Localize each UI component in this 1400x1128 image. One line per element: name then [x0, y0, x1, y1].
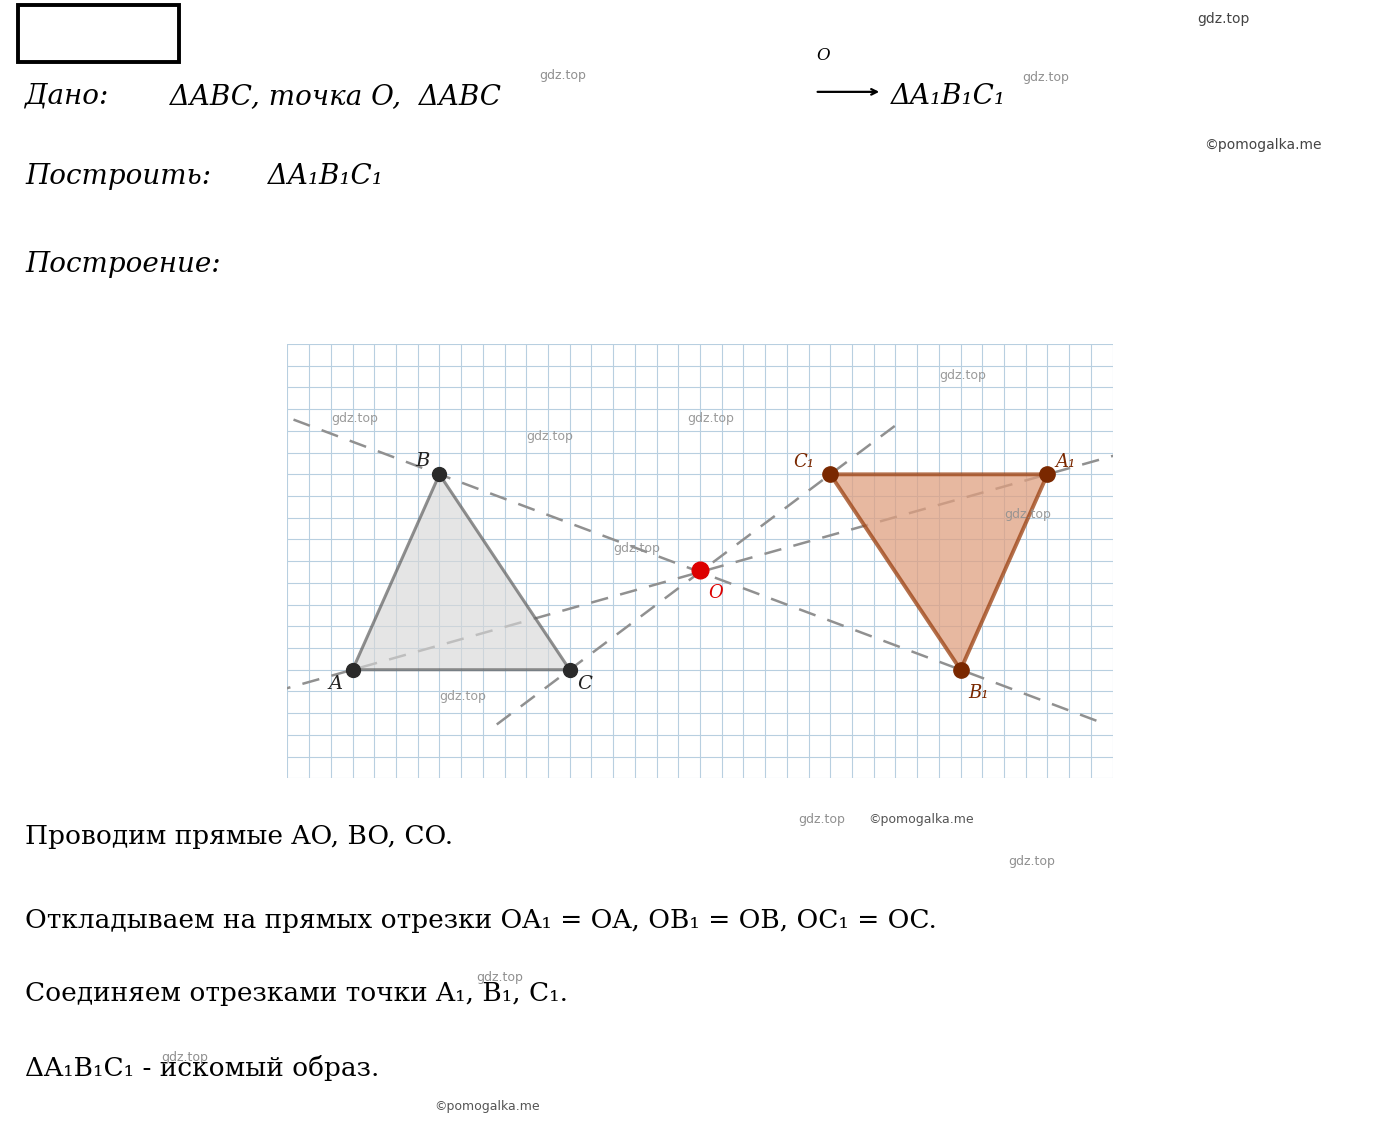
Text: Соединяем отрезками точки A₁, B₁, C₁.: Соединяем отрезками точки A₁, B₁, C₁. — [25, 981, 568, 1006]
FancyBboxPatch shape — [18, 6, 179, 62]
Text: gdz.top: gdz.top — [1022, 71, 1068, 83]
Text: B₁: B₁ — [969, 684, 988, 702]
Text: gdz.top: gdz.top — [476, 970, 522, 984]
Text: Проводим прямые AO, BO, CO.: Проводим прямые AO, BO, CO. — [25, 823, 454, 848]
Text: gdz.top: gdz.top — [161, 1051, 207, 1064]
Text: gdz.top: gdz.top — [440, 690, 486, 703]
Text: Дано:: Дано: — [25, 82, 109, 109]
Text: B: B — [416, 451, 430, 469]
Text: O: O — [708, 584, 724, 602]
Polygon shape — [830, 474, 1047, 670]
Text: gdz.top: gdz.top — [613, 543, 659, 555]
Text: C: C — [578, 676, 592, 694]
Text: gdz.top: gdz.top — [798, 813, 844, 827]
Text: 694.: 694. — [59, 18, 137, 49]
Text: ©pomogalka.me: ©pomogalka.me — [868, 813, 973, 827]
Text: Построение:: Построение: — [25, 252, 221, 279]
Text: ©pomogalka.me: ©pomogalka.me — [434, 1100, 539, 1113]
Text: gdz.top: gdz.top — [539, 69, 585, 82]
Text: gdz.top: gdz.top — [687, 412, 734, 425]
Text: Откладываем на прямых отрезки OA₁ = OA, OB₁ = OB, OC₁ = OC.: Откладываем на прямых отрезки OA₁ = OA, … — [25, 908, 937, 933]
Text: ©pomogalka.me: ©pomogalka.me — [1204, 138, 1322, 151]
Text: C₁: C₁ — [794, 452, 815, 470]
Text: O: O — [816, 46, 830, 63]
Text: gdz.top: gdz.top — [939, 369, 986, 381]
Text: ΔABC, точка O,  ΔABC: ΔABC, точка O, ΔABC — [161, 82, 501, 109]
Text: ΔA₁B₁C₁: ΔA₁B₁C₁ — [890, 82, 1005, 109]
Text: gdz.top: gdz.top — [1004, 508, 1051, 521]
Text: gdz.top: gdz.top — [330, 412, 378, 425]
Text: ΔA₁B₁C₁: ΔA₁B₁C₁ — [259, 164, 382, 191]
Polygon shape — [353, 474, 570, 670]
Text: gdz.top: gdz.top — [1197, 12, 1249, 26]
Text: gdz.top: gdz.top — [526, 430, 573, 442]
Text: A: A — [329, 676, 343, 694]
Text: ΔA₁B₁C₁ - искомый образ.: ΔA₁B₁C₁ - искомый образ. — [25, 1055, 379, 1081]
Text: Построить:: Построить: — [25, 164, 211, 191]
Text: gdz.top: gdz.top — [1008, 855, 1054, 869]
Text: A₁: A₁ — [1056, 452, 1075, 470]
